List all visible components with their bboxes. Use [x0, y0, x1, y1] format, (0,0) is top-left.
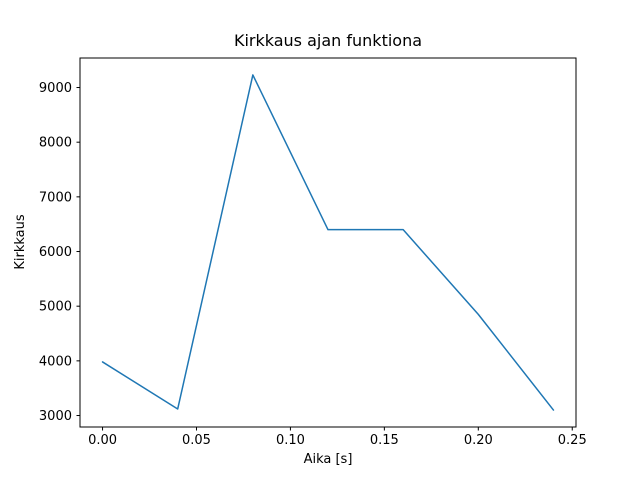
x-tick-label: 0.00	[88, 433, 117, 448]
y-tick-label: 4000	[39, 354, 72, 369]
x-tick-label: 0.10	[276, 433, 305, 448]
x-tick-label: 0.15	[370, 433, 399, 448]
y-tick-label: 3000	[39, 409, 72, 424]
y-tick-label: 8000	[39, 136, 72, 151]
data-line	[101, 74, 555, 411]
y-tick-label: 6000	[39, 245, 72, 260]
x-tick-label: 0.25	[558, 433, 587, 448]
x-axis-label: Aika [s]	[304, 452, 353, 467]
plot-border	[79, 57, 577, 428]
y-tick-label: 5000	[39, 300, 72, 315]
x-tick-label: 0.05	[182, 433, 211, 448]
chart-title: Kirkkaus ajan funktiona	[234, 31, 422, 50]
x-tick-label: 0.20	[464, 433, 493, 448]
y-tick-label: 7000	[39, 190, 72, 205]
axis-ticks: 0.00 0.05 0.10 0.15 0.20 0.25 3000 4000 5000 6000…	[39, 81, 587, 448]
data-series	[101, 74, 555, 411]
y-tick-label: 9000	[39, 81, 72, 96]
y-axis-label: Kirkkaus	[13, 214, 28, 270]
